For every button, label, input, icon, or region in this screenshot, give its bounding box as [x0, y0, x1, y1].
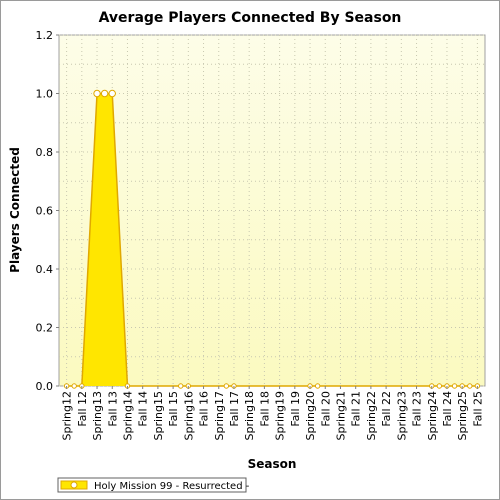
- x-tick-label: Fall 15: [167, 391, 180, 427]
- data-point: [178, 383, 184, 389]
- x-tick-label: Fall 17: [228, 391, 241, 427]
- x-tick-label: Fall 12: [76, 391, 89, 427]
- legend-box: [57, 477, 247, 493]
- data-point: [93, 89, 101, 98]
- x-tick-label: Spring14: [121, 391, 134, 441]
- x-tick-label: Fall 22: [380, 391, 393, 427]
- series-area: [63, 89, 481, 389]
- x-tick-label: Spring13: [91, 391, 104, 441]
- x-tick-label: Fall 14: [137, 391, 150, 427]
- x-tick-label: Spring22: [365, 391, 378, 441]
- x-tick-label: Spring21: [334, 391, 347, 441]
- data-point: [71, 383, 77, 389]
- y-tick-label: 0.0: [36, 380, 54, 393]
- data-point: [467, 383, 473, 389]
- x-tick-label: Spring25: [456, 391, 469, 441]
- x-tick-label: Spring19: [274, 391, 287, 441]
- x-tick-label: Spring18: [243, 391, 256, 441]
- data-point: [223, 383, 230, 389]
- x-tick-label: Spring16: [182, 391, 195, 441]
- y-tick-label: 0.2: [36, 322, 54, 335]
- x-axis-ticks: Spring12 Fall 12 Spring13 Fall 13 Spring14 Fa…: [61, 386, 484, 441]
- data-point: [100, 89, 109, 98]
- data-point: [314, 383, 321, 389]
- series-area-fill: [66, 93, 478, 386]
- y-tick-label: 1.0: [36, 88, 54, 101]
- data-point: [108, 89, 116, 98]
- y-tick-label: 0.6: [36, 205, 54, 218]
- data-point: [436, 383, 443, 389]
- legend-marker: [70, 481, 78, 489]
- x-tick-label: Fall 23: [411, 391, 424, 427]
- x-tick-label: Spring20: [304, 391, 317, 441]
- y-tick-label: 1.2: [36, 29, 54, 42]
- x-tick-label: Fall 21: [350, 391, 363, 427]
- x-tick-label: Fall 18: [258, 391, 271, 427]
- x-tick-label: Spring15: [152, 391, 165, 441]
- y-tick-label: 0.8: [36, 146, 54, 159]
- x-tick-label: Fall 16: [198, 391, 211, 427]
- data-point: [451, 383, 458, 389]
- x-tick-label: Fall 24: [441, 391, 454, 427]
- y-axis-title: Players Connected: [8, 147, 22, 273]
- legend: Holy Mission 99 - Resurrected -: [57, 477, 250, 493]
- x-tick-label: Fall 25: [471, 391, 484, 427]
- x-tick-label: Spring17: [213, 391, 226, 441]
- x-axis-title: Season: [248, 457, 297, 471]
- chart-title: Average Players Connected By Season: [99, 10, 402, 26]
- y-axis-ticks: 0.0 0.2 0.4 0.6 0.8 1.0 1.2: [36, 29, 59, 393]
- x-tick-label: Fall 13: [106, 391, 119, 427]
- x-tick-label: Spring12: [61, 391, 74, 441]
- y-tick-label: 0.4: [36, 263, 54, 276]
- x-tick-label: Spring23: [395, 391, 408, 441]
- x-tick-label: Fall 19: [289, 391, 302, 427]
- x-tick-label: Fall 20: [319, 391, 332, 427]
- legend-label: Holy Mission 99 - Resurrected -: [94, 481, 250, 492]
- x-tick-label: Spring24: [426, 391, 439, 441]
